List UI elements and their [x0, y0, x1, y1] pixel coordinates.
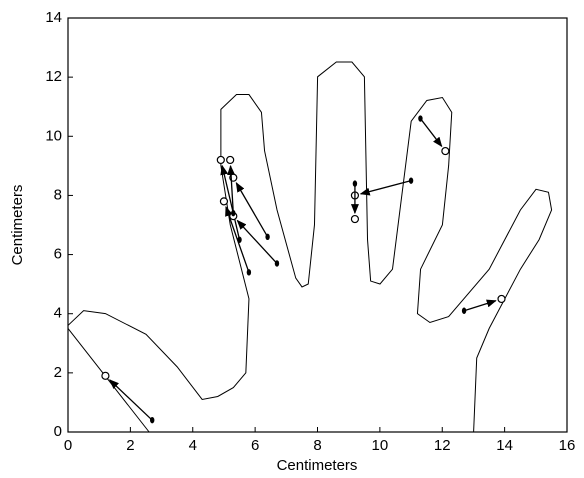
start-point — [408, 177, 414, 184]
x-tick-label: 16 — [559, 437, 576, 454]
y-tick-label: 4 — [54, 305, 62, 322]
y-tick-label: 12 — [45, 68, 62, 85]
end-point — [101, 371, 110, 380]
displacement-arrow — [220, 164, 241, 240]
start-point — [246, 269, 252, 276]
start-point — [274, 260, 280, 267]
y-tick-label: 8 — [54, 186, 62, 203]
start-point — [461, 307, 467, 314]
start-point — [352, 180, 358, 187]
displacement-arrow — [236, 219, 278, 264]
end-point — [216, 155, 225, 165]
y-tick-label: 2 — [54, 364, 62, 381]
x-tick-label: 2 — [126, 437, 134, 454]
end-point — [219, 197, 229, 206]
start-point — [231, 209, 236, 217]
start-point — [418, 115, 423, 122]
displacement-arrow — [109, 379, 153, 421]
x-tick-label: 8 — [313, 437, 321, 454]
y-axis-label: Centimeters — [9, 185, 26, 266]
hand-outline — [68, 62, 552, 432]
y-tick-label: 0 — [54, 423, 62, 440]
end-point — [226, 155, 235, 165]
start-point — [237, 236, 242, 243]
displacement-arrow — [359, 180, 412, 196]
y-tick-label: 14 — [45, 9, 62, 26]
x-tick-label: 10 — [372, 437, 389, 454]
x-tick-label: 14 — [496, 437, 513, 454]
end-point — [441, 146, 450, 156]
end-point — [350, 214, 360, 224]
start-point — [265, 233, 270, 241]
x-tick-label: 12 — [434, 437, 451, 454]
start-point — [150, 416, 155, 424]
displacement-arrow — [235, 182, 269, 238]
x-axis-label: Centimeters — [277, 457, 358, 474]
y-tick-label: 10 — [45, 127, 62, 144]
x-tick-label: 4 — [189, 437, 197, 454]
displacement-arrow — [463, 299, 497, 312]
x-tick-label: 0 — [64, 437, 72, 454]
displacement-arrow — [227, 164, 236, 214]
x-tick-label: 6 — [251, 437, 259, 454]
displacement-arrow — [419, 118, 443, 148]
y-tick-label: 6 — [54, 246, 62, 263]
end-point — [497, 294, 506, 304]
